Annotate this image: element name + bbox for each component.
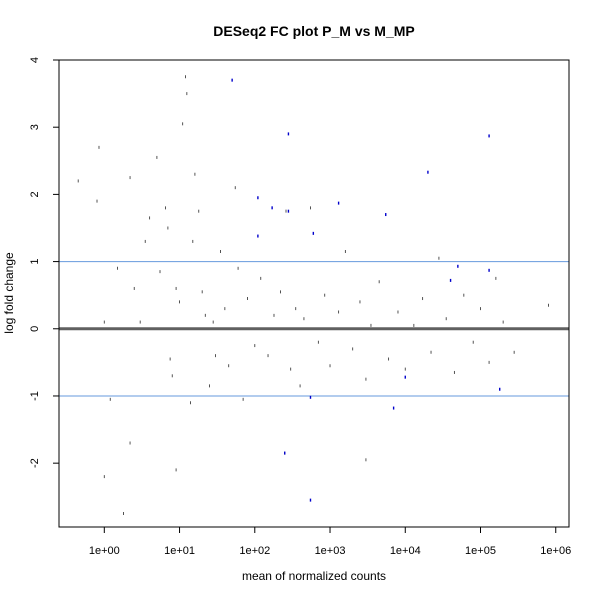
chart-title: DESeq2 FC plot P_M vs M_MP	[213, 23, 414, 39]
y-tick-label: -2	[29, 458, 41, 468]
y-tick-label: 2	[29, 191, 41, 197]
x-tick-label: 1e+05	[465, 545, 496, 557]
y-axis-label: log fold change	[2, 252, 16, 334]
data-points	[77, 75, 549, 516]
x-tick-label: 1e+00	[89, 545, 120, 557]
y-tick-label: 4	[29, 57, 41, 63]
reference-lines	[59, 261, 569, 397]
x-tick-label: 1e+03	[315, 545, 346, 557]
y-tick-label: -1	[29, 391, 41, 401]
x-axis: 1e+00 1e+01 1e+02 1e+03 1e+04 1e+05 1e+06	[89, 527, 571, 557]
x-tick-label: 1e+06	[540, 545, 571, 557]
x-tick-label: 1e+04	[390, 545, 421, 557]
plot-frame	[58, 59, 570, 528]
x-axis-label: mean of normalized counts	[242, 569, 386, 583]
y-tick-label: 3	[29, 124, 41, 130]
y-tick-label: 1	[29, 259, 41, 265]
y-axis: -2 -1 0 1 2 3 4	[29, 57, 59, 468]
x-tick-label: 1e+01	[164, 545, 195, 557]
y-tick-label: 0	[29, 326, 41, 332]
x-tick-label: 1e+02	[239, 545, 270, 557]
